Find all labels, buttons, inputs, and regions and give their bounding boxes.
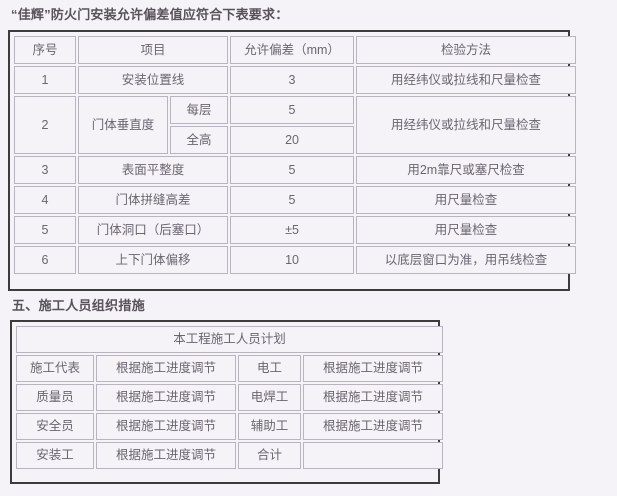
cell-role: 施工代表 xyxy=(16,355,94,382)
cell-seq: 4 xyxy=(14,186,76,214)
header-method: 检验方法 xyxy=(356,36,577,64)
cell-tolerance: 5 xyxy=(230,96,355,124)
cell-tolerance: 20 xyxy=(230,126,355,154)
cell-tolerance: 5 xyxy=(230,186,355,214)
table-row: 2 门体垂直度 每层 5 用经纬仪或拉线和尺量检查 xyxy=(14,96,577,154)
cell-item: 门体垂直度 xyxy=(78,96,168,154)
header-seq: 序号 xyxy=(14,36,76,64)
table-row: 全高 20 xyxy=(14,126,576,154)
intro-paragraph: “佳辉”防火门安装允许偏差值应符合下表要求： xyxy=(11,7,289,22)
cell-subitem: 全高 xyxy=(170,126,229,154)
table-row: 施工代表 根据施工进度调节 电工 根据施工进度调节 xyxy=(16,355,444,382)
cell-role: 安装工 xyxy=(16,442,94,469)
cell-method: 用尺量检查 xyxy=(356,216,577,244)
cell-item: 安装位置线 xyxy=(78,66,229,94)
cell-tolerance: 5 xyxy=(230,156,355,184)
cell-method: 以底层窗口为准，用吊线检查 xyxy=(356,246,577,274)
personnel-plan-table: 本工程施工人员计划 施工代表 根据施工进度调节 电工 根据施工进度调节 质量员 … xyxy=(10,320,444,484)
cell-item: 门体拼缝高差 xyxy=(78,186,229,214)
cell-count: 根据施工进度调节 xyxy=(96,384,236,411)
deviation-tolerance-table: 序号 项目 允许偏差（mm） 检验方法 1 安装位置线 3 用经纬仪或拉线和尺量… xyxy=(8,30,577,291)
cell-method: 用经纬仪或拉线和尺量检查 xyxy=(356,66,577,94)
table-row: 6 上下门体偏移 10 以底层窗口为准，用吊线检查 xyxy=(14,246,577,274)
cell-tolerance: ±5 xyxy=(230,216,355,244)
cell-seq: 2 xyxy=(14,96,76,154)
cell-item: 门体洞口（后塞口） xyxy=(78,216,229,244)
table-header-row: 序号 项目 允许偏差（mm） 检验方法 xyxy=(14,36,577,64)
table-row: 5 门体洞口（后塞口） ±5 用尺量检查 xyxy=(14,216,577,244)
cell-tolerance: 3 xyxy=(230,66,355,94)
table-row: 质量员 根据施工进度调节 电焊工 根据施工进度调节 xyxy=(16,384,444,411)
personnel-table-title: 本工程施工人员计划 xyxy=(16,326,444,353)
cell-seq: 5 xyxy=(14,216,76,244)
cell-seq: 1 xyxy=(14,66,76,94)
table-row: 1 安装位置线 3 用经纬仪或拉线和尺量检查 xyxy=(14,66,577,94)
cell-subitem: 每层 xyxy=(170,96,229,124)
cell-item: 上下门体偏移 xyxy=(78,246,229,274)
cell-count: 根据施工进度调节 xyxy=(96,413,236,440)
cell-count: 根据施工进度调节 xyxy=(303,384,444,411)
header-tolerance: 允许偏差（mm） xyxy=(230,36,355,64)
deviation-table-grid: 序号 项目 允许偏差（mm） 检验方法 1 安装位置线 3 用经纬仪或拉线和尺量… xyxy=(12,34,578,276)
cell-count: 根据施工进度调节 xyxy=(303,355,444,382)
cell-role: 辅助工 xyxy=(238,413,301,440)
cell-count: 根据施工进度调节 xyxy=(96,442,236,469)
cell-count: 根据施工进度调节 xyxy=(96,355,236,382)
cell-method: 用尺量检查 xyxy=(356,186,577,214)
table-row: 安全员 根据施工进度调节 辅助工 根据施工进度调节 xyxy=(16,413,444,440)
cell-seq: 6 xyxy=(14,246,76,274)
cell-method: 用2m靠尺或塞尺检查 xyxy=(356,156,577,184)
personnel-table-grid: 本工程施工人员计划 施工代表 根据施工进度调节 电工 根据施工进度调节 质量员 … xyxy=(14,324,445,471)
cell-role: 电工 xyxy=(238,355,301,382)
section-heading-personnel: 五、施工人员组织措施 xyxy=(12,298,146,313)
table-row: 4 门体拼缝高差 5 用尺量检查 xyxy=(14,186,577,214)
cell-tolerance: 10 xyxy=(230,246,355,274)
cell-count: 根据施工进度调节 xyxy=(303,413,444,440)
header-item: 项目 xyxy=(78,36,229,64)
table-row: 3 表面平整度 5 用2m靠尺或塞尺检查 xyxy=(14,156,577,184)
cell-role: 质量员 xyxy=(16,384,94,411)
cell-role: 合计 xyxy=(238,442,301,469)
table-row: 安装工 根据施工进度调节 合计 xyxy=(16,442,444,469)
cell-method: 用经纬仪或拉线和尺量检查 xyxy=(356,96,577,154)
table-title-row: 本工程施工人员计划 xyxy=(16,326,444,353)
cell-role: 电焊工 xyxy=(238,384,301,411)
cell-role: 安全员 xyxy=(16,413,94,440)
cell-item: 表面平整度 xyxy=(78,156,229,184)
cell-count-total xyxy=(303,442,444,469)
cell-seq: 3 xyxy=(14,156,76,184)
